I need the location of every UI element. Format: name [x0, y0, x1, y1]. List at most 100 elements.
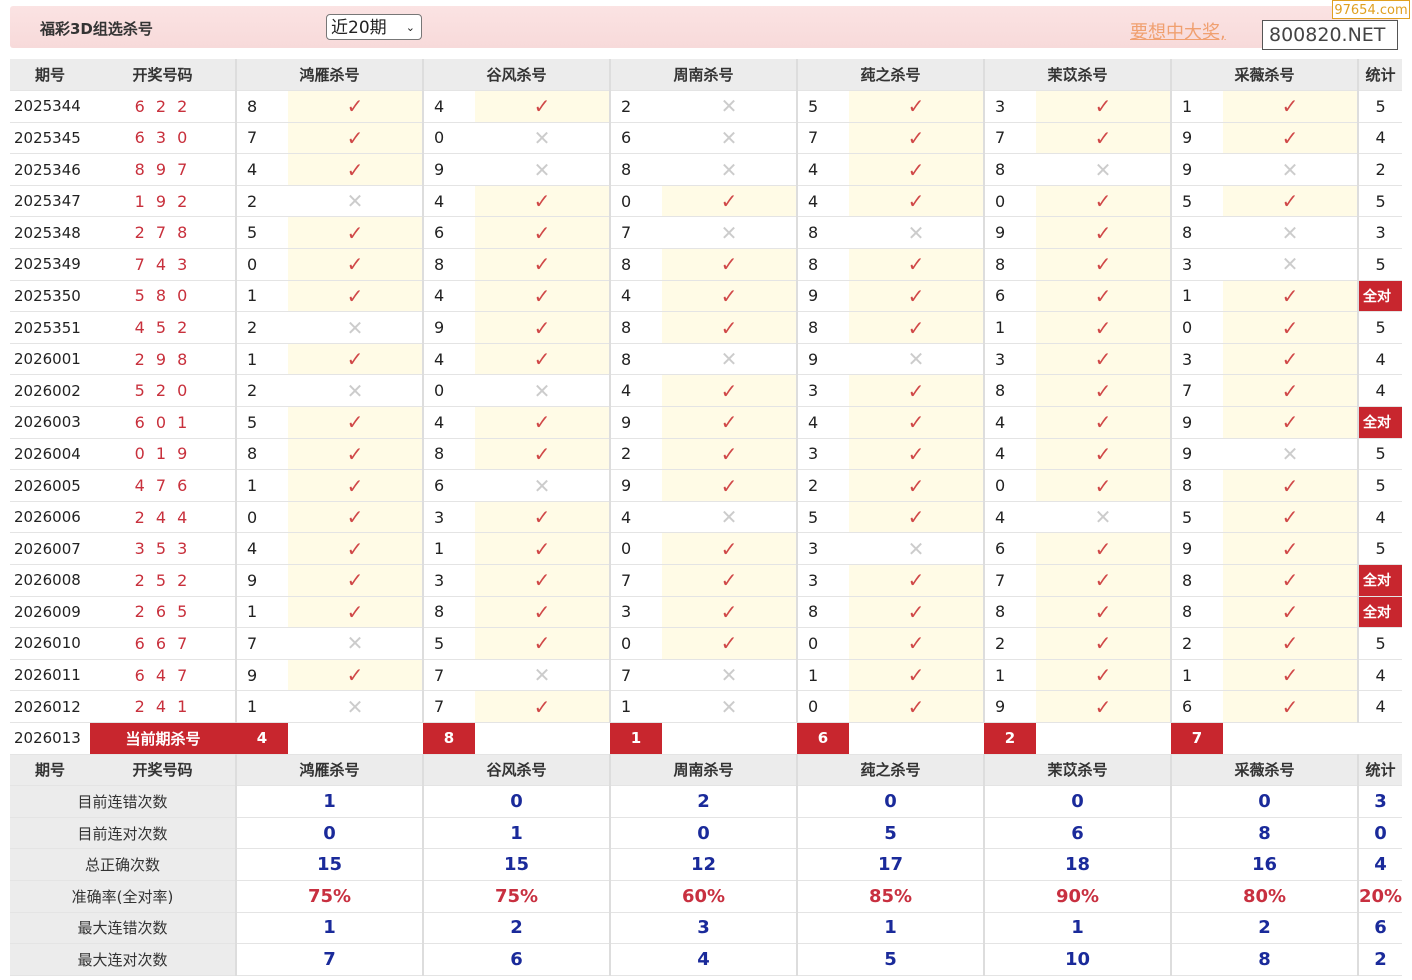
kill-number-cell: 8 — [796, 248, 849, 281]
stats-value: 0 — [422, 785, 610, 818]
stats-value: 3 — [609, 912, 797, 945]
kill-number-cell: 3 — [422, 564, 475, 597]
table-row: 2026009 2 6 5 1 ✓ 8 ✓ 3 ✓ 8 ✓ 8 ✓ 8 ✓ 全对 — [10, 596, 1403, 629]
header-stat: 统计 — [1356, 59, 1403, 92]
kill-number-cell: 3 — [796, 438, 849, 471]
kill-number-cell: 4 — [796, 153, 849, 186]
draw-number-cell: 2 9 8 — [90, 343, 236, 376]
cross-icon: ✕ — [288, 311, 423, 344]
kill-number-cell: 9 — [422, 311, 475, 344]
current-kill-number: 7 — [1171, 722, 1223, 755]
stat-cell: 全对 — [1356, 564, 1403, 597]
header-expert: 鸿雁杀号 — [235, 754, 423, 787]
stats-row: 准确率(全对率) 75% 75% 60% 85% 90% 80% 20% — [10, 880, 1403, 913]
table-row: 2026002 5 2 0 2 ✕ 0 ✕ 4 ✓ 3 ✓ 8 ✓ 7 ✓ 4 — [10, 374, 1403, 408]
kill-number-cell: 1 — [983, 659, 1036, 692]
check-icon: ✓ — [662, 185, 797, 218]
current-kill-spacer — [849, 722, 984, 755]
chevron-down-icon: ⌄ — [405, 21, 415, 34]
kill-number-cell: 0 — [609, 627, 662, 660]
check-icon: ✓ — [849, 122, 984, 155]
issue-cell: 2026011 — [10, 659, 90, 692]
kill-number-cell: 2 — [796, 469, 849, 502]
draw-number-cell: 2 7 8 — [90, 216, 236, 250]
kill-number-cell: 5 — [1170, 185, 1223, 218]
kill-number-cell: 5 — [1170, 501, 1223, 534]
check-icon: ✓ — [849, 627, 984, 660]
cross-icon: ✕ — [662, 153, 797, 186]
stat-cell: 5 — [1356, 469, 1403, 502]
table-row: 2025345 6 3 0 7 ✓ 0 ✕ 6 ✕ 7 ✓ 7 ✓ 9 ✓ 4 — [10, 122, 1403, 155]
kill-number-cell: 9 — [796, 280, 849, 313]
stats-value: 10 — [983, 943, 1171, 976]
issue-cell: 2026007 — [10, 532, 90, 565]
issue-cell: 2026010 — [10, 627, 90, 660]
issue-cell: 2025345 — [10, 122, 90, 155]
check-icon: ✓ — [849, 564, 984, 597]
kill-number-cell: 4 — [235, 532, 288, 565]
stats-label: 目前连错次数 — [10, 785, 236, 818]
kill-number-cell: 7 — [235, 627, 288, 660]
check-icon: ✓ — [288, 406, 423, 439]
domain-banner[interactable]: 800820.NET — [1262, 20, 1398, 50]
stats-value: 15 — [422, 848, 610, 881]
kill-number-cell: 6 — [609, 122, 662, 155]
header-issue: 期号 — [10, 754, 90, 787]
check-icon: ✓ — [849, 469, 984, 502]
kill-number-cell: 9 — [235, 564, 288, 597]
check-icon: ✓ — [475, 532, 610, 565]
kill-number-cell: 7 — [1170, 374, 1223, 408]
cross-icon: ✕ — [849, 216, 984, 250]
kill-number-cell: 7 — [235, 122, 288, 155]
kill-number-cell: 4 — [422, 343, 475, 376]
kill-number-cell: 9 — [1170, 406, 1223, 439]
kill-number-cell: 0 — [983, 469, 1036, 502]
stats-value: 4 — [609, 943, 797, 976]
issue-cell: 2025347 — [10, 185, 90, 218]
stat-cell: 全对 — [1356, 280, 1403, 313]
draw-number-cell: 4 5 2 — [90, 311, 236, 344]
draw-number-cell: 5 2 0 — [90, 374, 236, 408]
stats-value: 5 — [796, 943, 984, 976]
check-icon: ✓ — [288, 122, 423, 155]
cross-icon: ✕ — [1036, 153, 1171, 186]
kill-number-cell: 3 — [796, 374, 849, 408]
check-icon: ✓ — [1036, 406, 1171, 439]
promo-link[interactable]: 要想中大奖, — [1130, 22, 1226, 43]
kill-number-cell: 7 — [609, 659, 662, 692]
kill-number-cell: 7 — [983, 122, 1036, 155]
header-expert: 谷风杀号 — [422, 59, 610, 92]
period-select[interactable]: 近20期 ⌄ — [326, 14, 422, 40]
stats-value: 0 — [796, 785, 984, 818]
kill-number-cell: 1 — [1170, 659, 1223, 692]
kill-number-cell: 3 — [1170, 248, 1223, 281]
stats-value: 18 — [983, 848, 1171, 881]
stats-value: 1 — [422, 817, 610, 850]
kill-number-cell: 8 — [422, 596, 475, 629]
stat-cell: 5 — [1356, 90, 1403, 123]
kill-number-cell: 7 — [983, 564, 1036, 597]
issue-cell: 2026012 — [10, 690, 90, 723]
stats-value: 60% — [609, 880, 797, 913]
check-icon: ✓ — [1036, 564, 1171, 597]
stat-cell: 5 — [1356, 438, 1403, 471]
check-icon: ✓ — [662, 469, 797, 502]
cross-icon: ✕ — [475, 122, 610, 155]
issue-cell: 2026008 — [10, 564, 90, 597]
kill-number-cell: 4 — [796, 406, 849, 439]
table-row: 2025344 6 2 2 8 ✓ 4 ✓ 2 ✕ 5 ✓ 3 ✓ 1 ✓ 5 — [10, 90, 1403, 123]
cross-icon: ✕ — [475, 153, 610, 186]
table-row: 2026010 6 6 7 7 ✕ 5 ✓ 0 ✓ 0 ✓ 2 ✓ 2 ✓ 5 — [10, 627, 1403, 660]
issue-cell: 2025344 — [10, 90, 90, 123]
kill-number-cell: 4 — [983, 501, 1036, 534]
check-icon: ✓ — [288, 280, 423, 313]
stats-value: 17 — [796, 848, 984, 881]
issue-cell: 2026005 — [10, 469, 90, 502]
stats-value: 0 — [983, 785, 1171, 818]
kill-number-cell: 9 — [609, 406, 662, 439]
check-icon: ✓ — [1036, 438, 1171, 471]
kill-number-cell: 8 — [983, 248, 1036, 281]
table-row: 2026007 3 5 3 4 ✓ 1 ✓ 0 ✓ 3 ✕ 6 ✓ 9 ✓ 5 — [10, 532, 1403, 565]
check-icon: ✓ — [1036, 311, 1171, 344]
check-icon: ✓ — [475, 627, 610, 660]
